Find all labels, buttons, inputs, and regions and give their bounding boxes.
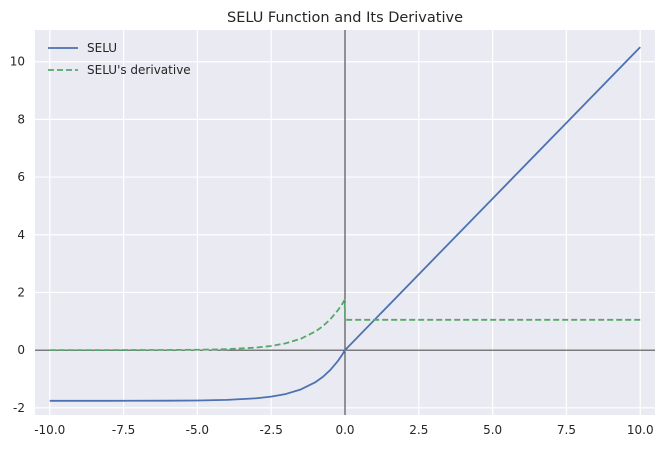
y-tick-label: 6 bbox=[17, 170, 25, 184]
x-tick-label: 7.5 bbox=[557, 423, 576, 437]
tick-labels: -10.0 -7.5 -5.0 -2.5 0.0 2.5 5.0 7.5 10.0 -2 0 2 4 6 8… bbox=[10, 55, 654, 437]
series-line-1 bbox=[49, 46, 641, 402]
legend: SELU SELU's derivative bbox=[48, 41, 191, 77]
x-tick-label: 10.0 bbox=[627, 423, 654, 437]
x-tick-label: -2.5 bbox=[259, 423, 282, 437]
y-tick-label: 0 bbox=[17, 343, 25, 357]
x-tick-label: 0.0 bbox=[335, 423, 354, 437]
x-tick-label: -7.5 bbox=[112, 423, 135, 437]
y-tick-label: 10 bbox=[10, 55, 25, 69]
x-tick-label: 5.0 bbox=[483, 423, 502, 437]
series-line-2 bbox=[49, 298, 641, 352]
y-tick-label: 2 bbox=[17, 285, 25, 299]
chart-title: SELU Function and Its Derivative bbox=[227, 10, 463, 26]
legend-label-1: SELU bbox=[87, 41, 117, 55]
series-layer bbox=[49, 46, 641, 402]
y-tick-label: -2 bbox=[13, 401, 25, 415]
x-tick-label: -10.0 bbox=[34, 423, 65, 437]
x-tick-label: -5.0 bbox=[186, 423, 209, 437]
legend-label-2: SELU's derivative bbox=[87, 63, 191, 77]
y-tick-label: 4 bbox=[17, 228, 25, 242]
x-tick-label: 2.5 bbox=[409, 423, 428, 437]
y-tick-label: 8 bbox=[17, 112, 25, 126]
